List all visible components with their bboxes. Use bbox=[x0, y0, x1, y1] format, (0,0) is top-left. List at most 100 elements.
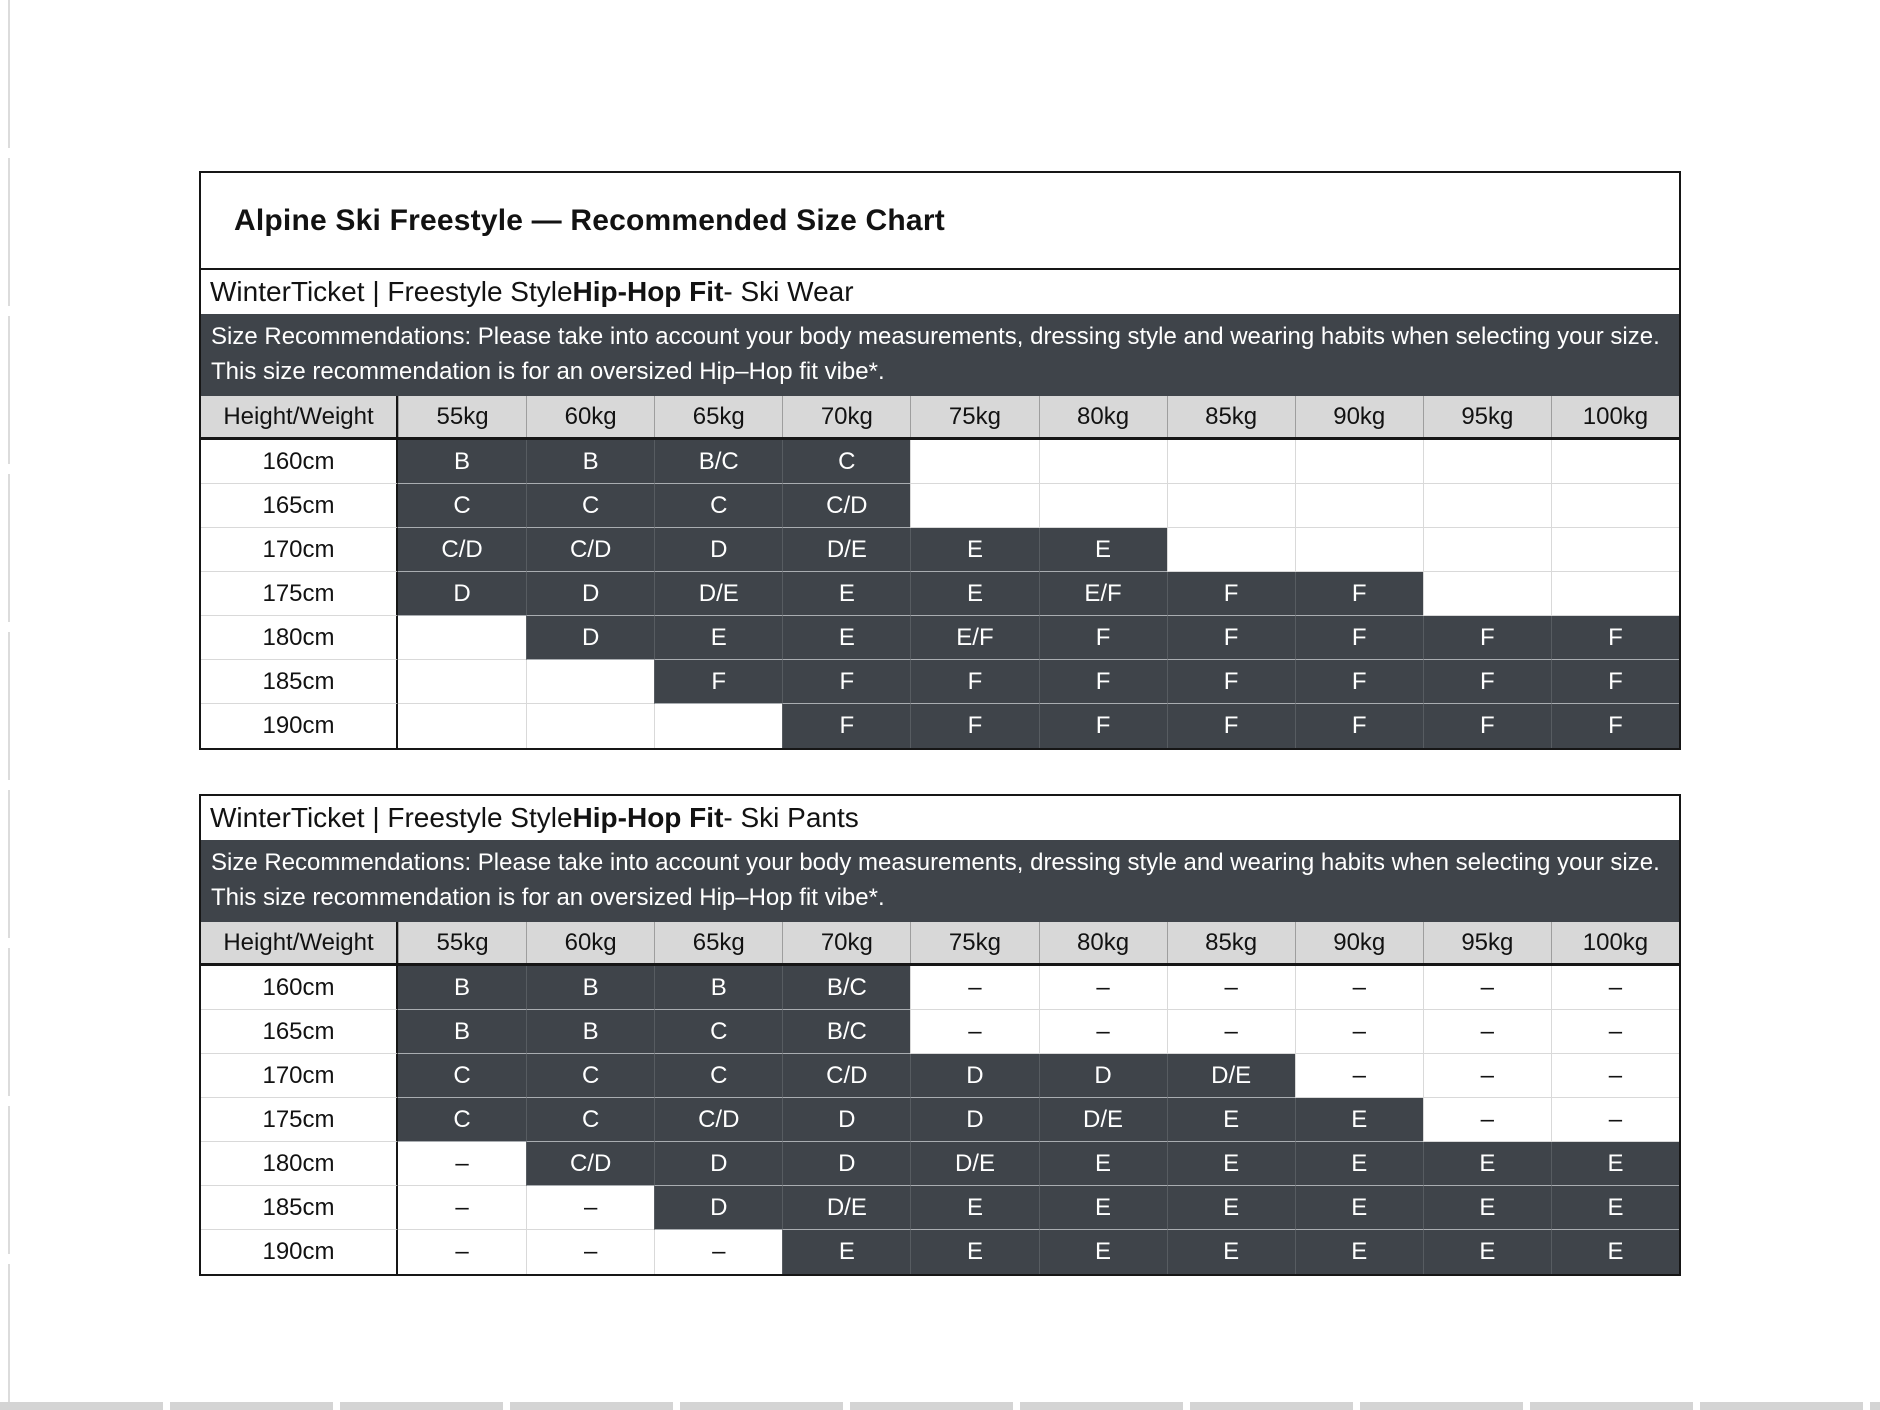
table-row: 190cm – – – E E E E E E E bbox=[201, 1230, 1679, 1274]
size-cell: E bbox=[1038, 1230, 1167, 1274]
size-cell: F bbox=[1294, 704, 1423, 748]
size-cell: B/C bbox=[654, 440, 783, 484]
size-cell: B/C bbox=[782, 966, 911, 1010]
weight-header-cell: 90kg bbox=[1294, 396, 1423, 437]
subtitle-fit-name: Hip-Hop Fit bbox=[572, 802, 724, 833]
size-cell: E bbox=[1422, 1186, 1551, 1230]
size-cell: – bbox=[1550, 1010, 1679, 1054]
size-cell: E bbox=[910, 1186, 1039, 1230]
table-row: 165cm B B C B/C – – – – – – bbox=[201, 1010, 1679, 1054]
size-cell: F bbox=[1422, 704, 1551, 748]
size-cell: F bbox=[1166, 660, 1295, 704]
table-row: 190cm F F F F F F F bbox=[201, 704, 1679, 748]
size-cell: – bbox=[1294, 1054, 1423, 1098]
size-cell bbox=[1038, 440, 1167, 484]
size-cell: C/D bbox=[398, 528, 527, 572]
size-grid: Height/Weight 55kg 60kg 65kg 70kg 75kg 80kg 85k… bbox=[201, 396, 1679, 748]
size-cell bbox=[1550, 484, 1679, 528]
size-cell bbox=[1422, 484, 1551, 528]
height-label-cell: 180cm bbox=[201, 1142, 398, 1186]
size-cell: F bbox=[1038, 616, 1167, 660]
size-cell: F bbox=[654, 660, 783, 704]
size-cell: E bbox=[1166, 1098, 1295, 1142]
height-label-cell: 175cm bbox=[201, 1098, 398, 1142]
size-cell: E bbox=[654, 616, 783, 660]
size-cell: – bbox=[1038, 1010, 1167, 1054]
size-cell: E bbox=[1294, 1186, 1423, 1230]
size-cell: C bbox=[526, 484, 655, 528]
size-cell: C/D bbox=[526, 528, 655, 572]
size-cell: – bbox=[1550, 1098, 1679, 1142]
size-cell: E bbox=[1294, 1142, 1423, 1186]
size-cell: E bbox=[910, 528, 1039, 572]
subtitle-prefix: WinterTicket | Freestyle Style bbox=[210, 802, 573, 833]
weight-header-cell: 60kg bbox=[526, 922, 655, 963]
size-cell: – bbox=[398, 1142, 527, 1186]
size-cell bbox=[1038, 484, 1167, 528]
size-cell: C bbox=[398, 1098, 527, 1142]
size-cell: E bbox=[1422, 1230, 1551, 1274]
weight-header-cell: 65kg bbox=[654, 396, 783, 437]
size-cell: – bbox=[1550, 966, 1679, 1010]
table-row: 175cm D D D/E E E E/F F F bbox=[201, 572, 1679, 616]
table-row: 165cm C C C C/D bbox=[201, 484, 1679, 528]
size-cell: C bbox=[654, 1010, 783, 1054]
size-cell: D/E bbox=[782, 1186, 911, 1230]
height-label-cell: 190cm bbox=[201, 1230, 398, 1274]
size-cell: C bbox=[654, 484, 783, 528]
size-cell: F bbox=[782, 660, 911, 704]
subtitle-suffix: - Ski Wear bbox=[723, 276, 854, 307]
size-cell bbox=[398, 704, 526, 748]
size-cell: – bbox=[1422, 966, 1551, 1010]
size-cell: F bbox=[1166, 572, 1295, 616]
size-cell: – bbox=[526, 1186, 655, 1230]
size-cell: – bbox=[526, 1230, 654, 1274]
subtitle-fit-name: Hip-Hop Fit bbox=[572, 276, 724, 307]
sheet-gridline-artifact-bottom bbox=[0, 1402, 1880, 1410]
size-cell: D bbox=[654, 1186, 783, 1230]
table-subtitle: WinterTicket | Freestyle Style Hip-Hop F… bbox=[201, 796, 1679, 840]
size-cell: B bbox=[526, 440, 655, 484]
size-cell: C/D bbox=[782, 484, 911, 528]
size-cell: B bbox=[398, 440, 527, 484]
size-cell: E bbox=[782, 1230, 911, 1274]
size-cell: E bbox=[1550, 1186, 1679, 1230]
header-row: Height/Weight 55kg 60kg 65kg 70kg 75kg 80kg 85k… bbox=[201, 922, 1679, 966]
weight-header-cell: 100kg bbox=[1550, 396, 1679, 437]
table-row: 160cm B B B/C C bbox=[201, 440, 1679, 484]
size-cell: E bbox=[782, 616, 911, 660]
table-row: 170cm C C C C/D D D D/E – – – bbox=[201, 1054, 1679, 1098]
size-cell: E bbox=[910, 1230, 1039, 1274]
size-cell: D bbox=[526, 572, 655, 616]
size-cell: E/F bbox=[1038, 572, 1167, 616]
size-cell: E bbox=[1294, 1230, 1423, 1274]
size-cell bbox=[1422, 572, 1551, 616]
height-label-cell: 185cm bbox=[201, 1186, 398, 1230]
size-cell: D bbox=[782, 1098, 911, 1142]
height-label-cell: 170cm bbox=[201, 528, 398, 572]
size-cell bbox=[1422, 528, 1551, 572]
size-cell: F bbox=[1294, 616, 1423, 660]
weight-header-cell: 75kg bbox=[910, 396, 1039, 437]
size-cell: E bbox=[1038, 528, 1167, 572]
weight-header-cell: 55kg bbox=[398, 396, 527, 437]
size-cell: – bbox=[398, 1186, 527, 1230]
weight-header-cell: 55kg bbox=[398, 922, 527, 963]
size-cell bbox=[1166, 528, 1295, 572]
weight-header-cell: 95kg bbox=[1422, 396, 1551, 437]
size-cell: – bbox=[1294, 1010, 1423, 1054]
size-cell bbox=[398, 660, 527, 704]
size-cell: E bbox=[1038, 1142, 1167, 1186]
size-cell: C bbox=[526, 1054, 655, 1098]
size-cell: F bbox=[1294, 660, 1423, 704]
size-cell: F bbox=[910, 660, 1039, 704]
table-row: 185cm F F F F F F F F bbox=[201, 660, 1679, 704]
height-label-cell: 180cm bbox=[201, 616, 398, 660]
weight-header-cell: 80kg bbox=[1038, 396, 1167, 437]
height-label-cell: 165cm bbox=[201, 484, 398, 528]
size-cell: D/E bbox=[782, 528, 911, 572]
size-cell: C bbox=[398, 1054, 527, 1098]
size-cell: – bbox=[1422, 1054, 1551, 1098]
height-label-cell: 165cm bbox=[201, 1010, 398, 1054]
size-cell: F bbox=[1166, 616, 1295, 660]
